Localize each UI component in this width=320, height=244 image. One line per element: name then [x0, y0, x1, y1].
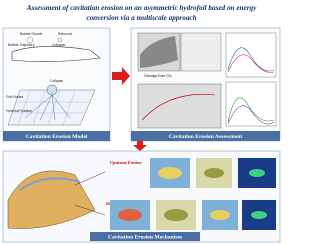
damage-region	[140, 36, 178, 68]
panel-label: Cavitation Erosion Model	[26, 134, 88, 140]
image-feature	[164, 209, 188, 221]
annotation: Grid Nodes	[6, 95, 23, 99]
pointer	[74, 171, 106, 186]
image-feature	[210, 210, 230, 220]
annotation: Bubble Growth	[20, 32, 43, 36]
annotation: Collapse	[52, 43, 65, 47]
curve	[227, 105, 275, 125]
label-bar	[90, 232, 200, 241]
label-bar	[131, 131, 280, 141]
contour	[141, 94, 216, 121]
image-feature	[249, 169, 265, 177]
annotation: Bubble Trajectory	[8, 43, 35, 47]
curve	[227, 97, 275, 123]
bubble	[57, 37, 63, 43]
annotation: Hydrofoil Surface	[6, 109, 32, 113]
rays	[24, 94, 71, 121]
curve	[227, 47, 275, 72]
pointer	[74, 204, 106, 216]
arrow	[112, 67, 130, 85]
annotation: Upstream Erosion	[110, 160, 142, 165]
panel-label: Cavitation Erosion Assessment	[169, 134, 243, 140]
label-bar	[3, 131, 110, 141]
image-feature	[251, 211, 267, 219]
hydrofoil-3d	[7, 170, 96, 229]
curve	[227, 54, 275, 73]
arrow	[133, 141, 147, 151]
image-feature	[118, 209, 142, 221]
graphical-abstract: Assessment of cavitation erosion on an a…	[2, 4, 281, 243]
legend-box	[180, 32, 222, 72]
annotation: Rebound	[58, 32, 72, 36]
title: conversion via a multiscale approach	[86, 14, 196, 22]
image-feature	[158, 167, 182, 179]
collapse-bubble	[46, 84, 58, 96]
annotation: Collapse	[50, 79, 63, 83]
contour-map	[137, 83, 222, 129]
plot	[225, 81, 277, 127]
bubble	[26, 36, 34, 44]
panel-label: Cavitation Erosion Mechanism	[108, 235, 183, 241]
grid-surface	[7, 89, 96, 126]
title: Assessment of cavitation erosion on an a…	[26, 4, 257, 12]
grid-lines	[13, 89, 90, 126]
image-feature	[204, 168, 224, 178]
hydrofoil	[11, 46, 101, 62]
flow	[19, 177, 81, 191]
plot	[225, 32, 277, 78]
axis-label: Damage Rate (%)	[144, 74, 171, 78]
